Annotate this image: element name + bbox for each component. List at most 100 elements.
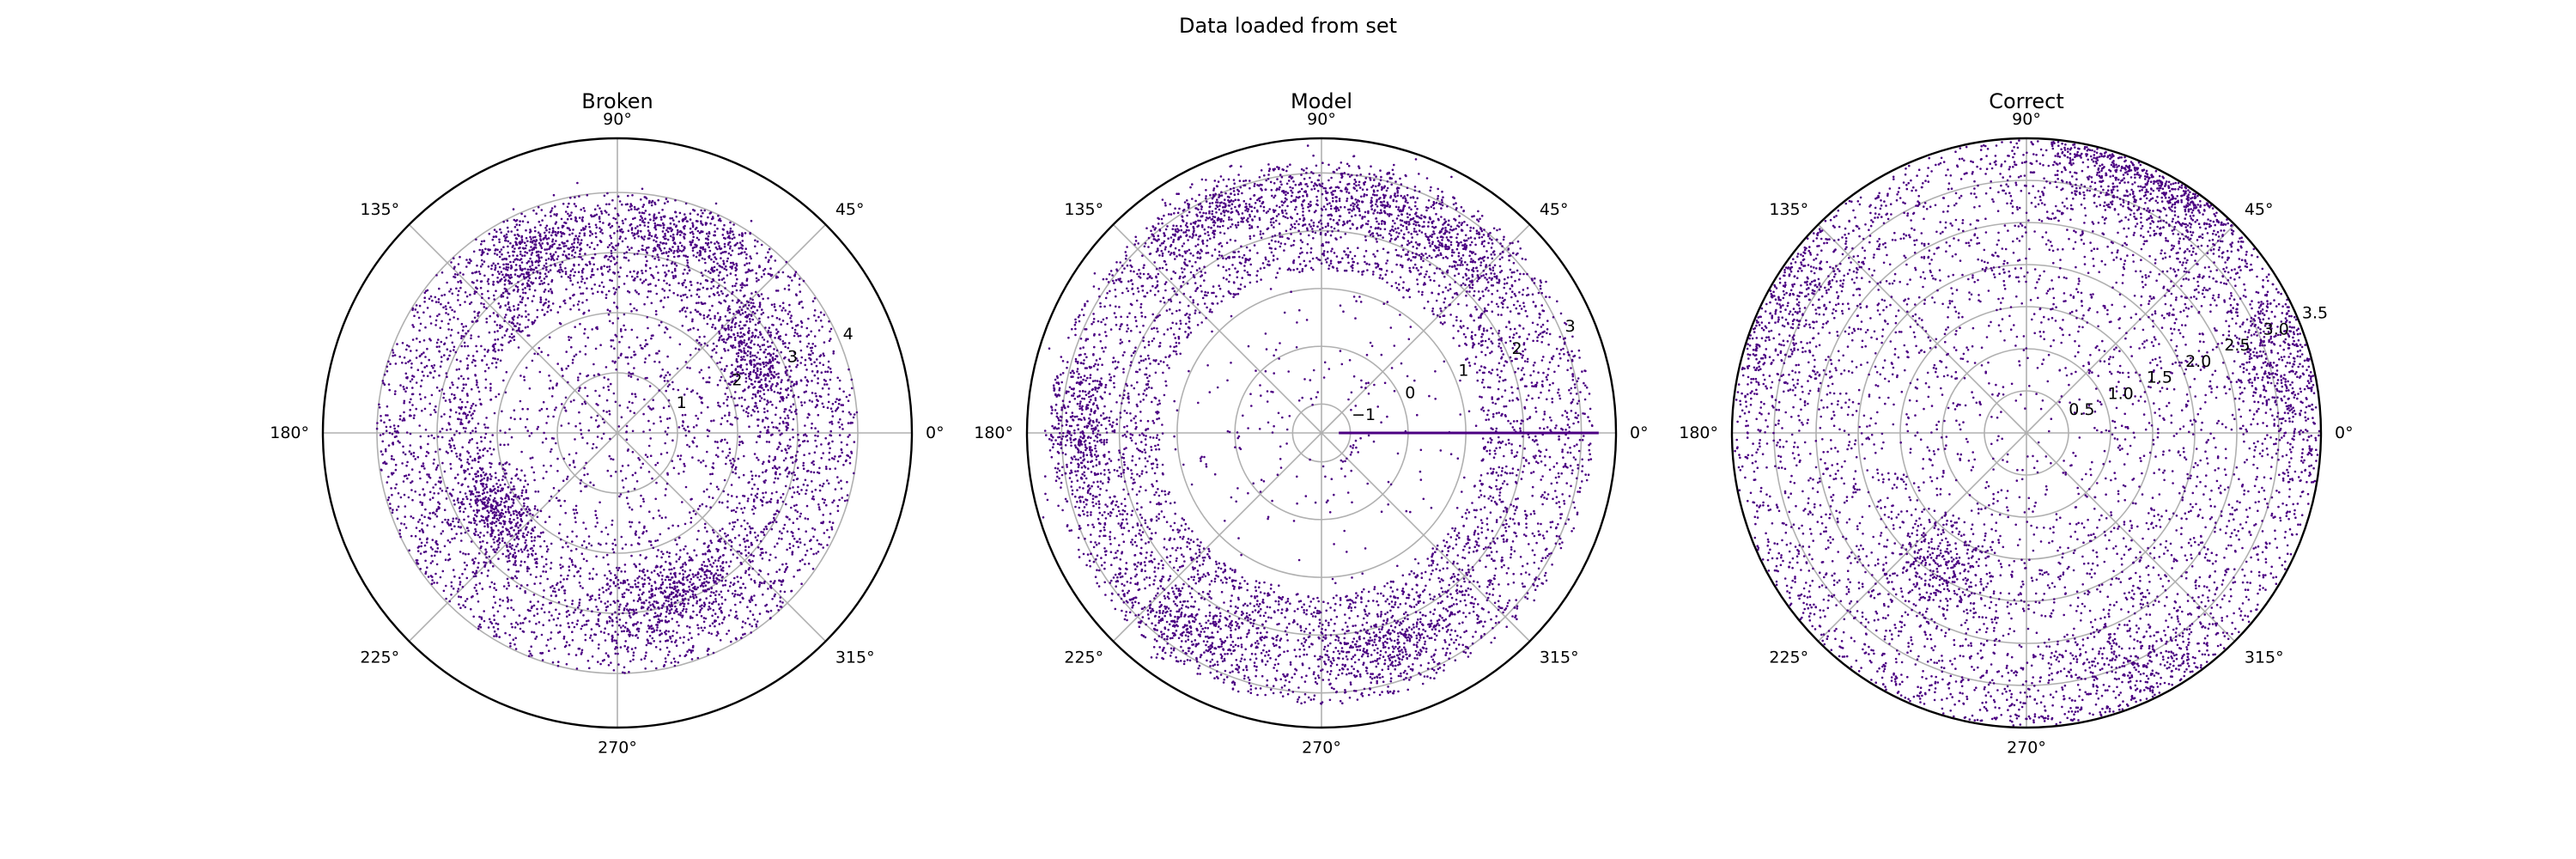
scatter-point: [745, 314, 749, 317]
scatter-point: [423, 366, 427, 369]
scatter-point: [470, 301, 473, 304]
scatter-point: [756, 309, 759, 312]
scatter-point: [574, 509, 577, 511]
scatter-point: [473, 316, 477, 320]
scatter-point: [418, 424, 422, 427]
scatter-point: [709, 241, 713, 244]
scatter-point: [709, 607, 712, 610]
scatter-point: [528, 288, 532, 291]
scatter-point: [805, 492, 807, 496]
scatter-point: [600, 530, 603, 533]
scatter-point: [584, 638, 587, 642]
scatter-point: [525, 366, 528, 369]
scatter-point: [403, 411, 405, 414]
scatter-point: [745, 539, 749, 542]
scatter-point: [792, 534, 794, 538]
scatter-point: [641, 462, 644, 466]
scatter-point: [756, 367, 759, 370]
scatter-point: [546, 242, 550, 246]
scatter-point: [658, 350, 660, 353]
scatter-point: [589, 634, 592, 637]
scatter-point: [618, 340, 621, 344]
scatter-point: [765, 364, 768, 367]
scatter-point: [494, 357, 496, 360]
scatter-point: [461, 446, 464, 448]
scatter-point: [653, 581, 656, 583]
scatter-point: [750, 307, 753, 309]
scatter-point: [790, 389, 793, 393]
scatter-point: [579, 482, 582, 484]
scatter-point: [656, 245, 659, 247]
scatter-point: [539, 245, 543, 247]
scatter-point: [745, 407, 749, 410]
scatter-point: [704, 465, 708, 467]
scatter-point: [568, 202, 570, 205]
scatter-point: [822, 363, 825, 367]
scatter-point: [501, 273, 504, 277]
scatter-point: [679, 234, 682, 236]
scatter-point: [813, 451, 817, 454]
scatter-point: [495, 539, 499, 543]
scatter-point: [689, 581, 691, 583]
scatter-point: [750, 257, 752, 260]
scatter-point: [480, 515, 483, 518]
scatter-point: [485, 317, 488, 320]
scatter-point: [623, 570, 627, 573]
scatter-point: [556, 213, 558, 216]
scatter-point: [628, 375, 630, 377]
scatter-point: [633, 205, 636, 209]
scatter-point: [659, 300, 662, 302]
scatter-point: [628, 209, 630, 211]
scatter-point: [618, 200, 622, 203]
scatter-point: [531, 264, 534, 266]
scatter-point: [716, 616, 720, 618]
scatter-point: [648, 618, 651, 622]
scatter-point: [646, 607, 649, 611]
scatter-point: [610, 382, 612, 386]
scatter-point: [446, 375, 448, 379]
scatter-point: [604, 574, 606, 577]
scatter-point: [841, 410, 844, 413]
scatter-point: [518, 314, 520, 317]
scatter-point: [392, 509, 394, 511]
scatter-point: [528, 231, 532, 234]
scatter-point: [827, 482, 830, 485]
scatter-point: [515, 545, 518, 548]
scatter-point: [489, 585, 491, 588]
scatter-point: [655, 313, 658, 316]
scatter-point: [770, 421, 774, 424]
scatter-point: [756, 487, 759, 490]
scatter-point: [494, 350, 497, 353]
scatter-point: [556, 227, 560, 229]
scatter-point: [643, 235, 647, 238]
scatter-point: [497, 557, 500, 560]
scatter-point: [389, 507, 392, 509]
scatter-point: [665, 488, 667, 490]
scatter-point: [426, 566, 428, 569]
scatter-point: [671, 216, 674, 220]
scatter-point: [787, 387, 790, 390]
scatter-point: [537, 535, 539, 538]
r-gridline: [436, 252, 799, 614]
scatter-point: [409, 408, 412, 411]
scatter-point: [698, 371, 702, 374]
scatter-point: [631, 372, 635, 375]
scatter-point: [710, 571, 713, 575]
scatter-point: [741, 240, 744, 242]
scatter-point: [565, 641, 568, 643]
scatter-point: [470, 540, 473, 543]
scatter-point: [500, 231, 502, 235]
scatter-point: [777, 446, 781, 448]
scatter-point: [736, 576, 738, 578]
scatter-point: [689, 218, 692, 221]
scatter-point: [411, 387, 414, 389]
scatter-point: [401, 362, 404, 364]
scatter-point: [479, 286, 483, 289]
scatter-point: [665, 433, 669, 436]
scatter-point: [490, 267, 493, 271]
scatter-point: [462, 604, 465, 606]
scatter-point: [457, 521, 460, 524]
scatter-point: [470, 505, 472, 509]
scatter-point: [449, 306, 452, 309]
scatter-point: [787, 284, 790, 287]
